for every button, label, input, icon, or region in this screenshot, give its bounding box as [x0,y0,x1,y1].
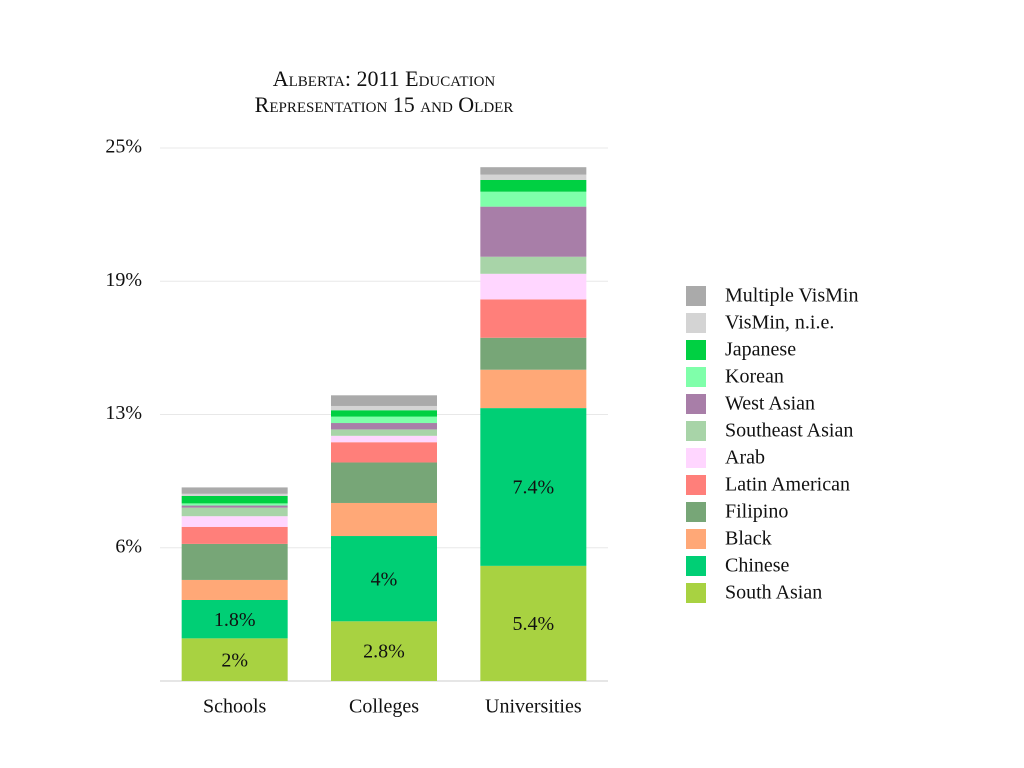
bar-segment [480,167,587,175]
legend-label: VisMin, n.i.e. [725,312,834,334]
legend-swatch [686,583,706,603]
bar-segment [480,256,587,274]
data-label: 4% [371,568,398,590]
legend-label: Southeast Asian [725,420,853,442]
bar-segment [331,416,437,424]
bar-segment [480,206,587,257]
legend-label: Korean [725,366,784,388]
data-label: 2.8% [363,641,405,663]
bar-segment [181,495,288,504]
bar-segment [181,543,288,580]
legend-swatch [686,421,706,441]
legend-swatch [686,286,706,306]
bar-segment [181,505,288,508]
chart-title: Representation 15 and Older [255,92,514,117]
bar-segment [181,503,288,506]
legend-swatch [686,556,706,576]
bar-segment [181,493,288,496]
legend-label: Latin American [725,474,850,496]
bar-segment [331,462,437,503]
data-label: 1.8% [214,609,256,631]
legend-swatch [686,475,706,495]
legend-swatch [686,367,706,387]
y-tick-label: 19% [105,269,142,291]
bar-segment [480,408,587,566]
bar-segment [181,599,288,639]
legend-label: Arab [725,447,765,469]
legend-swatch [686,313,706,333]
bar-segment [181,487,288,494]
bar-segment [480,179,587,192]
data-label: 7.4% [512,477,554,499]
y-tick-label: 25% [105,136,142,158]
legend-label: Multiple VisMin [725,285,858,307]
bar-segment [331,423,437,430]
bar-segment [181,579,288,600]
legend-label: Filipino [725,501,788,523]
bar-segment [181,516,288,527]
bar-segment [480,191,587,207]
bar-segment [331,435,437,443]
data-label: 5.4% [512,613,554,635]
bar-segment [331,405,437,411]
bar-segment [480,273,587,300]
legend-label: West Asian [725,393,815,415]
legend-label: Japanese [725,339,796,361]
bar-segment [331,536,437,622]
legend-label: South Asian [725,582,822,604]
legend-swatch [686,529,706,549]
chart-title: Alberta: 2011 Education [273,66,496,91]
legend-swatch [686,502,706,522]
data-label: 2% [221,649,248,671]
y-tick-label: 6% [115,535,142,557]
bar-segment [480,565,587,681]
bar-segment [480,337,587,370]
bar-segment [331,442,437,463]
bar-segment [181,638,288,681]
legend-label: Chinese [725,555,790,577]
x-tick-label: Colleges [349,696,419,718]
bar-segment [480,299,587,338]
bar-segment [480,369,587,409]
bar-segment [331,395,437,406]
legend-swatch [686,448,706,468]
legend-swatch [686,340,706,360]
x-tick-label: Universities [485,696,582,718]
bar-segment [480,174,587,180]
bar-segment [331,410,437,417]
bar-segment [331,502,437,537]
bar-segment [181,526,288,544]
bar-segment [331,621,437,681]
legend-swatch [686,394,706,414]
legend-label: Black [725,528,772,550]
bar-segment [181,507,288,517]
x-tick-label: Schools [203,696,267,718]
bar-segment [331,429,437,436]
y-tick-label: 13% [105,402,142,424]
